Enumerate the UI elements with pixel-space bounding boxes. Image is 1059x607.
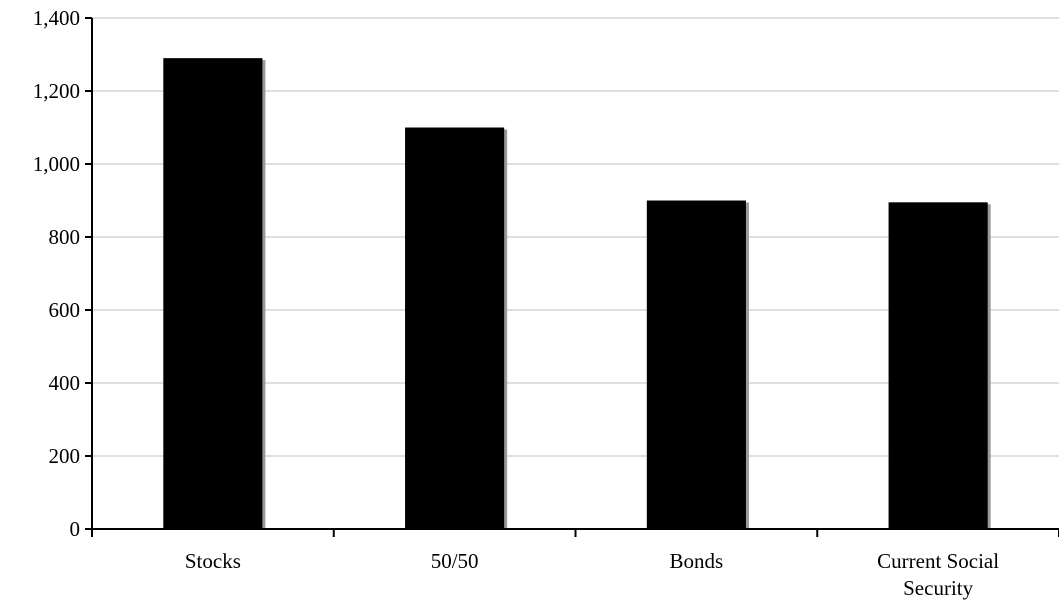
y-tick-label-4: 800 [49,225,81,249]
y-tick-label-1: 200 [49,444,81,468]
x-tick-label-3-line-1: Security [903,576,973,600]
bar-2 [646,200,746,529]
x-tick-label-2: Bonds [670,549,724,573]
bars [163,58,991,530]
bar-3 [888,202,988,529]
y-tick-label-0: 0 [70,517,81,541]
tick-labels: 0 200 400 600 800 1,000 1,200 1,400 Stocks 50/50 B… [33,6,999,600]
x-tick-label-3-line-0: Current Social [877,549,999,573]
y-tick-label-5: 1,000 [33,152,80,176]
y-tick-label-6: 1,200 [33,79,80,103]
bar-1 [405,127,505,529]
bar-0 [163,58,263,530]
y-tick-label-3: 600 [49,298,81,322]
y-tick-label-2: 400 [49,371,81,395]
axes [85,17,1059,537]
y-tick-label-7: 1,400 [33,6,80,30]
x-tick-label-1: 50/50 [431,549,479,573]
x-tick-label-0: Stocks [185,549,241,573]
